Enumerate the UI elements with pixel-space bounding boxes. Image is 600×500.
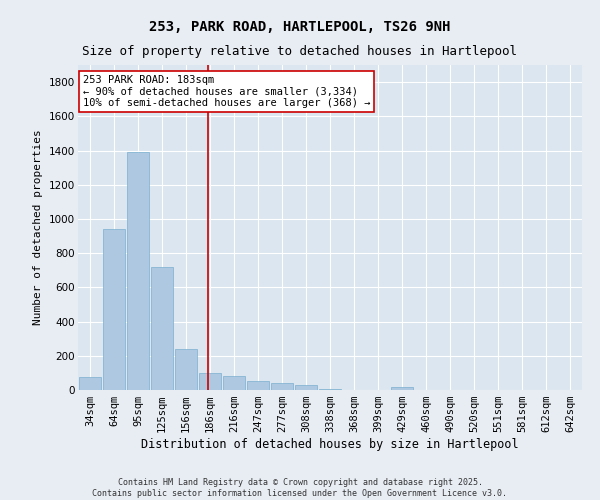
Bar	[127, 152, 149, 390]
Bar	[103, 229, 125, 390]
Bar	[247, 380, 269, 390]
Bar	[79, 377, 101, 390]
X-axis label: Distribution of detached houses by size in Hartlepool: Distribution of detached houses by size …	[141, 438, 519, 451]
Bar	[151, 267, 173, 390]
Text: Size of property relative to detached houses in Hartlepool: Size of property relative to detached ho…	[83, 45, 517, 58]
Bar	[223, 376, 245, 390]
Text: Contains HM Land Registry data © Crown copyright and database right 2025.
Contai: Contains HM Land Registry data © Crown c…	[92, 478, 508, 498]
Bar	[319, 389, 341, 390]
Text: 253 PARK ROAD: 183sqm
← 90% of detached houses are smaller (3,334)
10% of semi-d: 253 PARK ROAD: 183sqm ← 90% of detached …	[83, 74, 371, 108]
Bar	[295, 385, 317, 390]
Y-axis label: Number of detached properties: Number of detached properties	[34, 130, 43, 326]
Bar	[391, 386, 413, 390]
Bar	[271, 383, 293, 390]
Bar	[175, 349, 197, 390]
Text: 253, PARK ROAD, HARTLEPOOL, TS26 9NH: 253, PARK ROAD, HARTLEPOOL, TS26 9NH	[149, 20, 451, 34]
Bar	[199, 373, 221, 390]
